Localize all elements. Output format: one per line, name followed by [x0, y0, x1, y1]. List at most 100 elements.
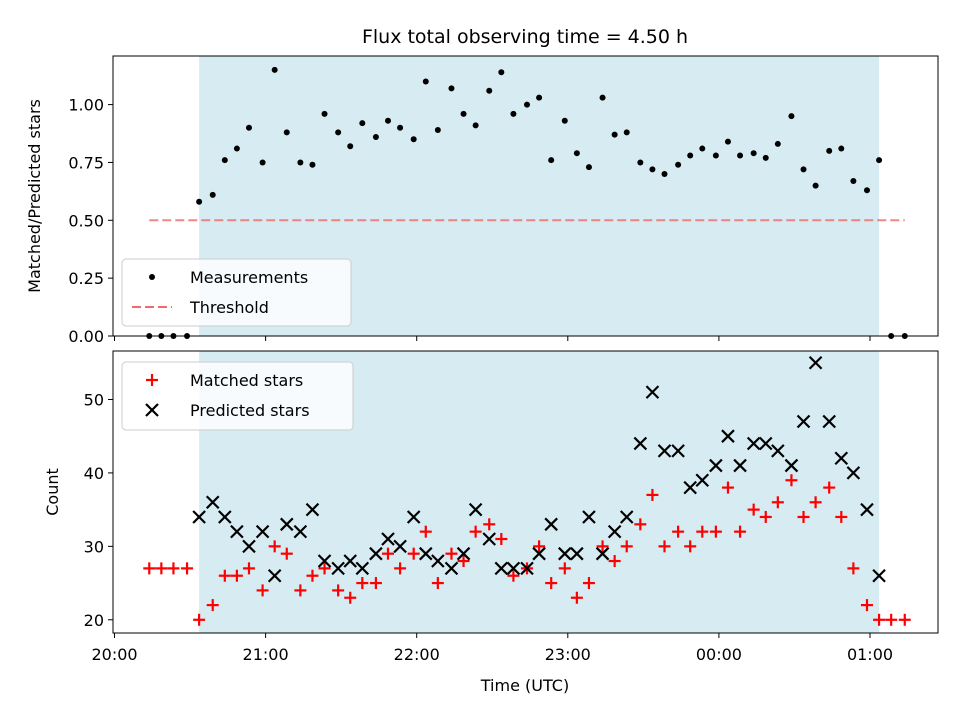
- predicted-star-point: [267, 568, 282, 583]
- matched-star-point: [369, 577, 382, 590]
- measurement-point: [800, 166, 807, 173]
- predicted-star-point: [822, 414, 836, 429]
- predicted-star-point: [695, 473, 710, 488]
- predicted-star-point: [317, 554, 332, 568]
- matched-star-point: [445, 547, 458, 560]
- predicted-star-point: [369, 546, 383, 561]
- measurement-point: [611, 131, 618, 138]
- matched-star-point: [634, 518, 647, 531]
- predicted-star-point: [418, 546, 433, 561]
- predicted-star-point: [355, 561, 370, 576]
- predicted-stars-points: [192, 355, 886, 583]
- predicted-star-point: [468, 502, 483, 517]
- predicted-star-point: [860, 502, 874, 517]
- measurement-point: [774, 140, 781, 147]
- predicted-star-point: [771, 444, 785, 458]
- predicted-star-point: [482, 532, 497, 546]
- measurement-point: [410, 136, 417, 143]
- matched-star-point: [809, 496, 822, 509]
- legend-measurements-label: Measurements: [190, 268, 308, 287]
- matched-star-point: [596, 540, 609, 553]
- measurement-point: [372, 133, 379, 140]
- measurement-point: [712, 152, 719, 159]
- measurement-point: [661, 171, 668, 178]
- top-y-tick-label: 0.50: [68, 211, 104, 230]
- matched-star-point: [469, 525, 482, 538]
- measurement-point: [309, 161, 316, 168]
- ratio-panel: 0.00 0.25 0.50 0.75 1.00 Flux total observin…: [25, 26, 939, 346]
- predicted-star-point: [343, 554, 358, 568]
- matched-star-point: [709, 525, 722, 538]
- matched-star-point: [419, 525, 432, 538]
- bottom-y-tick-label: 30: [84, 537, 104, 556]
- bottom-y-tick-label: 40: [84, 464, 104, 483]
- measurement-point: [209, 191, 216, 198]
- matched-star-point: [672, 525, 685, 538]
- matched-star-point: [356, 577, 369, 590]
- matched-star-point: [558, 562, 571, 575]
- predicted-star-point: [796, 414, 811, 429]
- matched-star-point: [332, 584, 345, 597]
- bottom-axes-frame: [112, 350, 939, 634]
- measurement-point: [826, 147, 833, 154]
- predicted-star-point: [619, 510, 634, 524]
- matched-star-point: [658, 540, 671, 553]
- predicted-star-point: [494, 561, 509, 576]
- predicted-star-point: [393, 539, 407, 554]
- matched-star-point: [495, 533, 508, 545]
- measurement-point: [838, 145, 845, 152]
- matched-star-point: [620, 540, 633, 553]
- measurement-point: [510, 110, 517, 117]
- matched-star-point: [771, 496, 784, 509]
- measurement-point: [347, 143, 354, 150]
- chart-title: Flux total observing time = 4.50 h: [362, 26, 688, 48]
- matched-star-point: [721, 481, 734, 494]
- matched-star-point: [747, 503, 760, 516]
- matched-star-point: [167, 562, 180, 575]
- predicted-star-point: [683, 480, 697, 495]
- x-tick-label: 23:00: [545, 645, 591, 664]
- matched-star-point: [847, 562, 860, 575]
- matched-star-point: [431, 577, 444, 590]
- top-axes-frame: [112, 55, 939, 337]
- matched-star-point: [181, 562, 194, 575]
- matched-star-point: [898, 613, 911, 626]
- predicted-star-point: [230, 524, 244, 539]
- x-axis-label: Time (UTC): [480, 676, 569, 695]
- measurement-point: [762, 154, 769, 161]
- predicted-star-point: [758, 436, 773, 451]
- measurement-point: [397, 124, 404, 131]
- legend-predicted-marker: [145, 403, 159, 417]
- measurement-point: [649, 166, 656, 173]
- matched-star-point: [457, 555, 470, 568]
- matched-star-point: [407, 547, 420, 560]
- predicted-star-point: [558, 546, 572, 561]
- predicted-star-point: [381, 532, 395, 546]
- matched-star-point: [885, 613, 898, 626]
- matched-star-point: [823, 481, 836, 494]
- predicted-star-point: [709, 458, 723, 473]
- matched-star-point: [646, 488, 659, 501]
- predicted-star-point: [444, 561, 459, 576]
- measurement-point: [637, 159, 644, 166]
- predicted-star-point: [544, 517, 558, 532]
- legend-predicted-label: Predicted stars: [190, 401, 310, 420]
- measurement-point: [385, 117, 391, 124]
- matched-star-point: [344, 591, 357, 604]
- predicted-star-point: [192, 510, 206, 524]
- measurement-point: [675, 161, 682, 168]
- predicted-star-point: [305, 502, 320, 517]
- predicted-star-point: [784, 458, 799, 473]
- measurement-point: [561, 117, 568, 124]
- matched-star-point: [759, 510, 772, 523]
- top-legend: Measurements Threshold: [121, 258, 352, 327]
- measurement-point: [486, 87, 493, 94]
- measurement-point: [536, 94, 543, 101]
- x-tick-label: 01:00: [847, 645, 893, 664]
- measurement-point: [498, 69, 505, 76]
- measurement-point: [297, 159, 304, 166]
- measurement-point: [585, 164, 592, 171]
- measurement-point: [687, 152, 694, 159]
- x-tick-label: 22:00: [394, 645, 440, 664]
